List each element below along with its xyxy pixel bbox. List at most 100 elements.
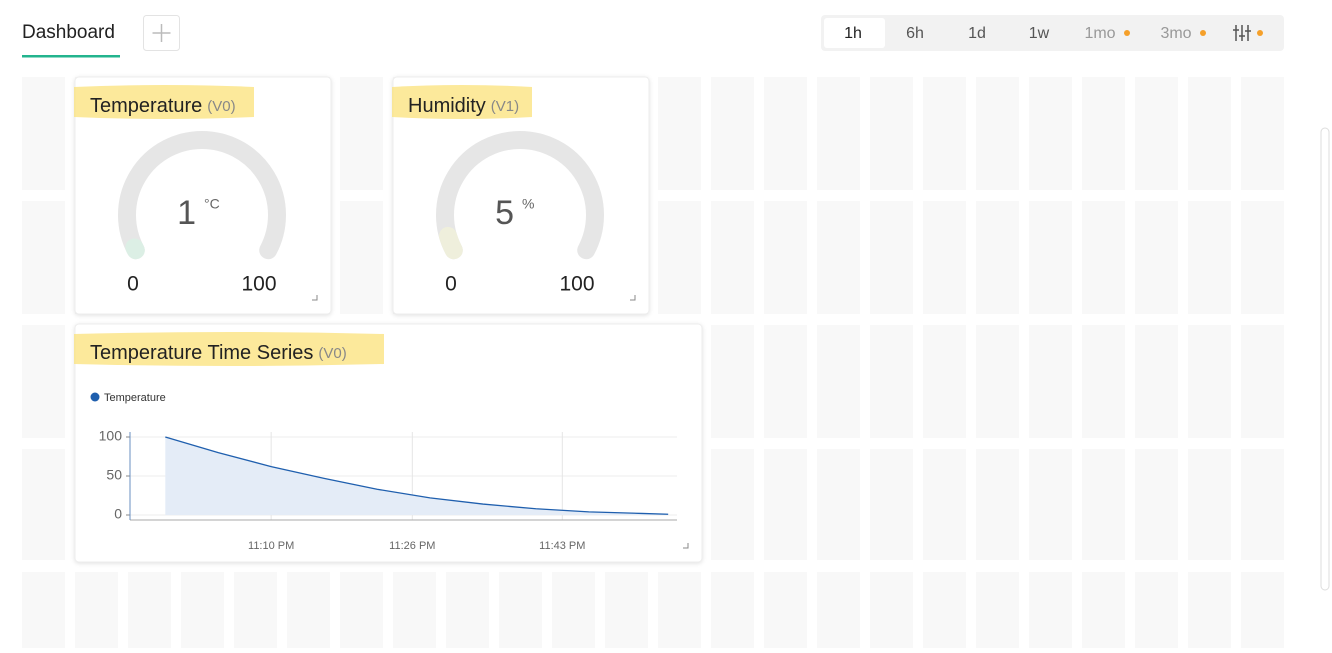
placeholder-cell <box>976 77 1019 190</box>
gauge-min: 0 <box>127 273 139 296</box>
placeholder-cell <box>605 572 648 652</box>
time-range-option[interactable]: 1mo <box>1084 25 1115 42</box>
resize-handle <box>630 295 636 301</box>
placeholder-cell <box>446 572 489 652</box>
placeholder-cell <box>817 449 860 560</box>
gauge-min: 0 <box>445 273 457 296</box>
placeholder-cell <box>658 201 701 314</box>
placeholder-cell <box>711 325 754 438</box>
placeholder-cell <box>128 572 171 652</box>
placeholder-cell <box>22 201 65 314</box>
placeholder-cell <box>1029 572 1072 652</box>
placeholder-cell <box>1241 201 1284 314</box>
gauge-unit: °C <box>204 196 220 212</box>
placeholder-cell <box>817 77 860 190</box>
widget-title: Temperature Time Series (V0) <box>90 342 347 364</box>
scrollbar[interactable] <box>1320 127 1330 591</box>
gauge-max: 100 <box>241 273 276 296</box>
legend-swatch <box>90 392 100 402</box>
placeholder-cell <box>923 449 966 560</box>
placeholder-cell <box>658 572 701 652</box>
x-tick-label: 11:10 PM <box>248 540 294 552</box>
widget-pin: (V0) <box>318 345 346 362</box>
placeholder-cell <box>340 201 383 314</box>
gauge-max: 100 <box>559 273 594 296</box>
widget-pin: (V0) <box>207 98 235 115</box>
placeholder-cell <box>1135 449 1178 560</box>
placeholder-cell <box>1135 77 1178 190</box>
placeholder-cell <box>1135 201 1178 314</box>
placeholder-cell <box>1082 325 1125 438</box>
placeholder-cell <box>764 77 807 190</box>
placeholder-cell <box>764 325 807 438</box>
placeholder-cell <box>499 572 542 652</box>
placeholder-cell <box>1082 449 1125 560</box>
widget-title-text: Humidity <box>408 95 486 117</box>
widget-title-text: Temperature Time Series <box>90 342 313 364</box>
placeholder-cell <box>1188 77 1231 190</box>
placeholder-cell <box>870 449 913 560</box>
gauge-track <box>118 131 286 260</box>
y-tick-label: 100 <box>99 428 123 444</box>
placeholder-cell <box>923 325 966 438</box>
placeholder-cell <box>711 449 754 560</box>
placeholder-cell <box>976 201 1019 314</box>
widget-title: Temperature (V0) <box>90 95 236 117</box>
placeholder-cell <box>287 572 330 652</box>
area <box>165 437 669 515</box>
highlight <box>392 85 532 119</box>
placeholder-cell <box>393 572 436 652</box>
x-tick-label: 11:43 PM <box>539 540 585 552</box>
time-range-option[interactable]: 6h <box>906 25 924 42</box>
placeholder-cell <box>711 201 754 314</box>
time-range-option[interactable]: 1d <box>968 25 986 42</box>
placeholder-cell <box>923 572 966 652</box>
time-range-option[interactable]: 1h <box>844 25 862 42</box>
gauge-track <box>436 131 604 260</box>
placeholder-cell <box>22 325 65 438</box>
placeholder-cell <box>764 572 807 652</box>
placeholder-cell <box>1241 325 1284 438</box>
settings-icon[interactable] <box>1233 25 1251 41</box>
placeholder-cell <box>234 572 277 652</box>
placeholder-cell <box>552 572 595 652</box>
time-range-bar <box>821 15 1284 51</box>
placeholder-cell <box>870 325 913 438</box>
placeholder-cell <box>1135 325 1178 438</box>
range-indicator <box>1200 30 1206 36</box>
placeholder-cell <box>1241 449 1284 560</box>
gauge-value <box>125 238 145 260</box>
placeholder-cell <box>75 572 118 652</box>
placeholder-cell <box>1241 572 1284 652</box>
range-indicator <box>1124 30 1130 36</box>
resize-handle <box>312 295 318 301</box>
y-tick-label: 0 <box>114 506 122 522</box>
placeholder-cell <box>181 572 224 652</box>
time-range-option[interactable]: 1w <box>1029 25 1050 42</box>
placeholder-cell <box>870 572 913 652</box>
placeholder-cell <box>711 572 754 652</box>
placeholder-cell <box>1082 201 1125 314</box>
legend-label: Temperature <box>104 392 166 404</box>
placeholder-cell <box>1029 325 1072 438</box>
x-tick-label: 11:26 PM <box>389 540 435 552</box>
placeholder-cell <box>658 77 701 190</box>
placeholder-cell <box>22 77 65 190</box>
placeholder-cell <box>22 572 65 652</box>
placeholder-cell <box>764 449 807 560</box>
placeholder-cell <box>923 77 966 190</box>
gauge-reading: 1 <box>177 194 196 232</box>
placeholder-cell <box>1029 77 1072 190</box>
widgets: Temperature (V0) 1 °C 0 100 Humidity (V1) 5 % 0 100… <box>74 76 703 563</box>
time-range-option[interactable]: 3mo <box>1160 25 1191 42</box>
dashboard-tab[interactable]: Dashboard <box>22 22 115 43</box>
placeholder-cell <box>1029 449 1072 560</box>
placeholder-cell <box>340 77 383 190</box>
placeholder-cell <box>817 572 860 652</box>
placeholder-cell <box>340 572 383 652</box>
placeholder-cell <box>1188 572 1231 652</box>
placeholder-cell <box>976 449 1019 560</box>
placeholder-cell <box>1188 449 1231 560</box>
placeholder-cell <box>764 201 807 314</box>
